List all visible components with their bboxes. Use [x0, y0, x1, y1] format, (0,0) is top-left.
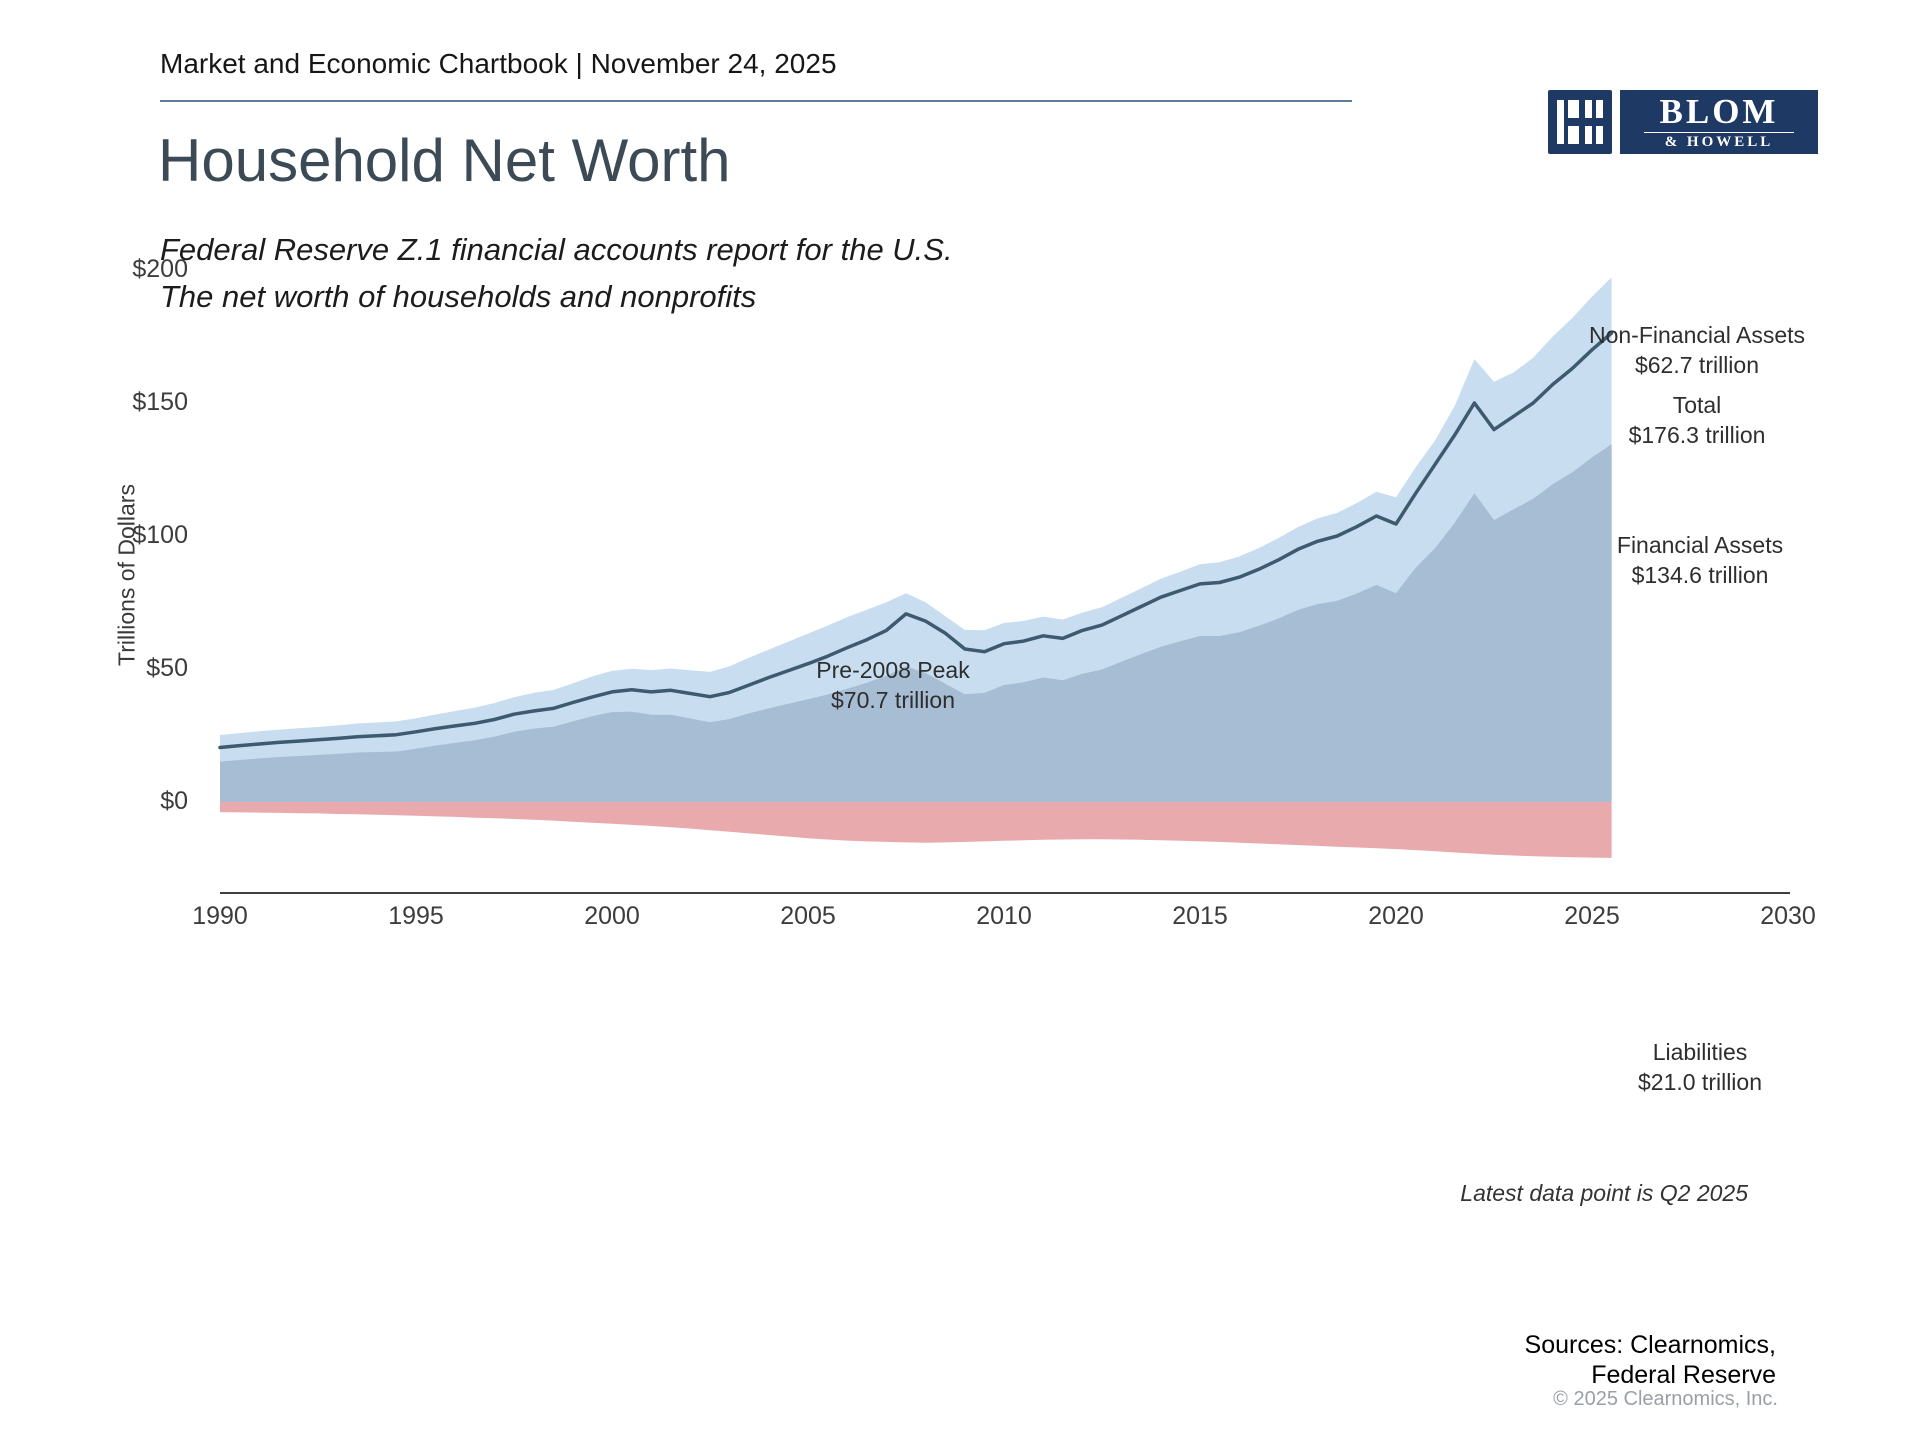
- annotation-value: $70.7 trillion: [830, 687, 956, 713]
- blom-howell-wordmark: BLOM & HOWELL: [1620, 90, 1818, 154]
- annotation-label: Non-Financial Assets: [1588, 322, 1806, 348]
- annotation-label: Financial Assets: [1616, 532, 1784, 558]
- annotation-financial-assets: Financial Assets $134.6 trillion: [1617, 530, 1783, 590]
- subtitle-line-2: The net worth of households and nonprofi…: [160, 279, 757, 314]
- blom-howell-monogram-icon: [1548, 90, 1612, 154]
- subtitle-line-1: Federal Reserve Z.1 financial accounts r…: [160, 232, 953, 267]
- annotation-value: $176.3 trillion: [1628, 422, 1766, 448]
- sources-line-2: Federal Reserve: [1591, 1361, 1776, 1389]
- annotation-pre-2008-peak: Pre-2008 Peak $70.7 trillion: [816, 655, 969, 715]
- annotation-value: $62.7 trillion: [1634, 352, 1760, 378]
- annotation-nonfinancial-assets: Non-Financial Assets $62.7 trillion: [1589, 320, 1805, 380]
- header-divider: [160, 100, 1352, 102]
- annotation-liabilities: Liabilities $21.0 trillion: [1638, 1037, 1762, 1097]
- chart-subtitle: Federal Reserve Z.1 financial accounts r…: [160, 226, 953, 320]
- annotation-value: $21.0 trillion: [1637, 1069, 1763, 1095]
- liabilities-area: [220, 802, 1612, 858]
- sources-line-1: Sources: Clearnomics,: [1524, 1331, 1776, 1359]
- logo-divider: [1644, 131, 1794, 133]
- chartbook-header: Market and Economic Chartbook | November…: [160, 48, 837, 79]
- copyright-text: © 2025 Clearnomics, Inc.: [1553, 1388, 1778, 1410]
- financial-assets-area: [220, 444, 1612, 802]
- net-worth-line: [218, 331, 1614, 750]
- page-title: Household Net Worth: [158, 127, 731, 194]
- annotation-value: $134.6 trillion: [1631, 562, 1769, 588]
- sources-block: Sources: Clearnomics, Federal Reserve: [1525, 1330, 1776, 1390]
- blom-howell-logo: BLOM & HOWELL: [1548, 90, 1818, 154]
- annotation-label: Liabilities: [1652, 1039, 1748, 1065]
- annotation-label: Pre-2008 Peak: [816, 657, 970, 683]
- latest-data-footnote: Latest data point is Q2 2025: [1460, 1180, 1748, 1206]
- logo-name-bottom: & HOWELL: [1664, 133, 1774, 150]
- annotation-total: Total $176.3 trillion: [1629, 390, 1766, 450]
- logo-name-top: BLOM: [1659, 91, 1779, 131]
- annotation-label: Total: [1672, 392, 1722, 418]
